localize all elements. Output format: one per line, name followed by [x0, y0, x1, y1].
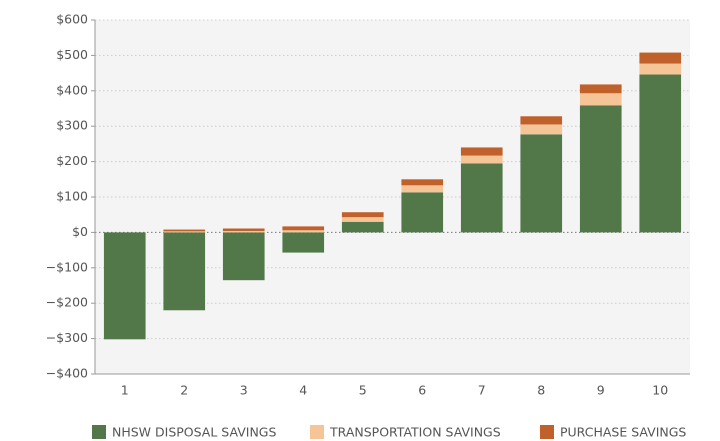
x-tick-label: 5 [359, 383, 367, 398]
x-tick-label: 1 [121, 383, 129, 398]
x-tick-label: 10 [652, 383, 668, 398]
bar-segment [460, 155, 503, 164]
x-tick-label: 2 [180, 383, 188, 398]
y-tick-label: $600 [56, 12, 88, 27]
y-tick-label: $200 [56, 153, 88, 168]
x-tick-label: 6 [418, 383, 426, 398]
y-tick-label: −$200 [46, 295, 88, 310]
bar-segment [222, 230, 265, 233]
y-tick-label: −$100 [46, 259, 88, 274]
legend-swatch [310, 425, 324, 439]
bar-segment [520, 116, 563, 125]
bar-segment [520, 134, 563, 233]
y-tick-label: $300 [56, 118, 88, 133]
bar-segment [341, 212, 384, 218]
x-tick-label: 7 [478, 383, 486, 398]
y-tick-label: $500 [56, 47, 88, 62]
legend-swatch [540, 425, 554, 439]
bar-segment [401, 192, 444, 233]
bar-segment [579, 105, 622, 233]
y-tick-label: $100 [56, 189, 88, 204]
bar-segment [401, 185, 444, 193]
bar-segment [520, 124, 563, 135]
x-tick-label: 9 [597, 383, 605, 398]
legend-label: NHSW DISPOSAL SAVINGS [112, 425, 276, 440]
x-tick-label: 8 [537, 383, 545, 398]
x-tick-label: 4 [299, 383, 307, 398]
legend-swatch [92, 425, 106, 439]
y-tick-label: $400 [56, 82, 88, 97]
x-tick-label: 3 [240, 383, 248, 398]
y-tick-label: −$400 [46, 366, 88, 381]
bar-segment [163, 229, 206, 232]
bar-segment [579, 84, 622, 94]
bar-segment [579, 93, 622, 106]
bar-segment [639, 52, 682, 64]
legend-label: TRANSPORTATION SAVINGS [329, 425, 501, 440]
bar-segment [401, 179, 444, 186]
bar-segment [103, 232, 146, 340]
bar-segment [222, 232, 265, 281]
bar-segment [163, 232, 206, 311]
y-tick-label: −$300 [46, 330, 88, 345]
bar-segment [341, 221, 384, 233]
bar-segment [639, 74, 682, 233]
bar-segment [460, 163, 503, 233]
bar-segment [460, 147, 503, 156]
bar-segment [163, 231, 206, 233]
bar-segment [282, 230, 325, 233]
y-tick-label: $0 [72, 224, 88, 239]
legend-label: PURCHASE SAVINGS [560, 425, 686, 440]
bar-segment [282, 226, 325, 231]
bar-segment [222, 228, 265, 231]
bar-segment [341, 217, 384, 222]
bar-segment [639, 63, 682, 75]
bar-segment [282, 232, 325, 253]
